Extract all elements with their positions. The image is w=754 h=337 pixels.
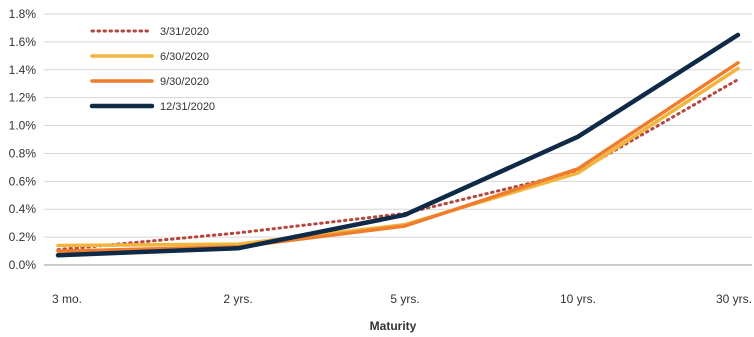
series-line-12-31-2020 xyxy=(55,32,741,258)
y-tick-label: 0.6% xyxy=(9,174,37,188)
y-tick-label: 1.0% xyxy=(9,119,37,133)
series-line-9-30-2020 xyxy=(56,61,740,253)
gridlines xyxy=(44,13,752,266)
x-tick-label: 30 yrs. xyxy=(716,292,752,306)
x-axis-tick-labels: 3 mo. 2 yrs. 5 yrs. 10 yrs. 30 yrs. xyxy=(52,292,752,306)
series-line-6-30-2020 xyxy=(56,66,740,248)
legend: 3/31/2020 6/30/2020 9/30/2020 12/31/2020 xyxy=(89,26,215,113)
y-axis-tick-labels: 0.0% 0.2% 0.4% 0.6% 0.8% 1.0% 1.2% 1.4% 1.6% 1.8% xyxy=(9,7,37,272)
y-tick-label: 0.4% xyxy=(9,202,37,216)
x-tick-label: 3 mo. xyxy=(52,292,82,306)
legend-label: 3/31/2020 xyxy=(160,26,209,38)
y-tick-label: 1.2% xyxy=(9,91,37,105)
y-tick-label: 1.6% xyxy=(9,35,37,49)
y-tick-label: 1.8% xyxy=(9,7,37,21)
y-tick-label: 0.0% xyxy=(9,258,37,272)
x-axis-label: Maturity xyxy=(370,319,417,333)
y-tick-label: 0.2% xyxy=(9,230,37,244)
y-tick-label: 1.4% xyxy=(9,63,37,77)
x-tick-label: 2 yrs. xyxy=(223,292,252,306)
y-tick-label: 0.8% xyxy=(9,146,37,160)
series-lines xyxy=(55,32,741,258)
legend-label: 12/31/2020 xyxy=(160,101,215,113)
x-tick-label: 5 yrs. xyxy=(390,292,419,306)
legend-label: 6/30/2020 xyxy=(160,51,209,63)
legend-label: 9/30/2020 xyxy=(160,76,209,88)
x-tick-label: 10 yrs. xyxy=(560,292,596,306)
